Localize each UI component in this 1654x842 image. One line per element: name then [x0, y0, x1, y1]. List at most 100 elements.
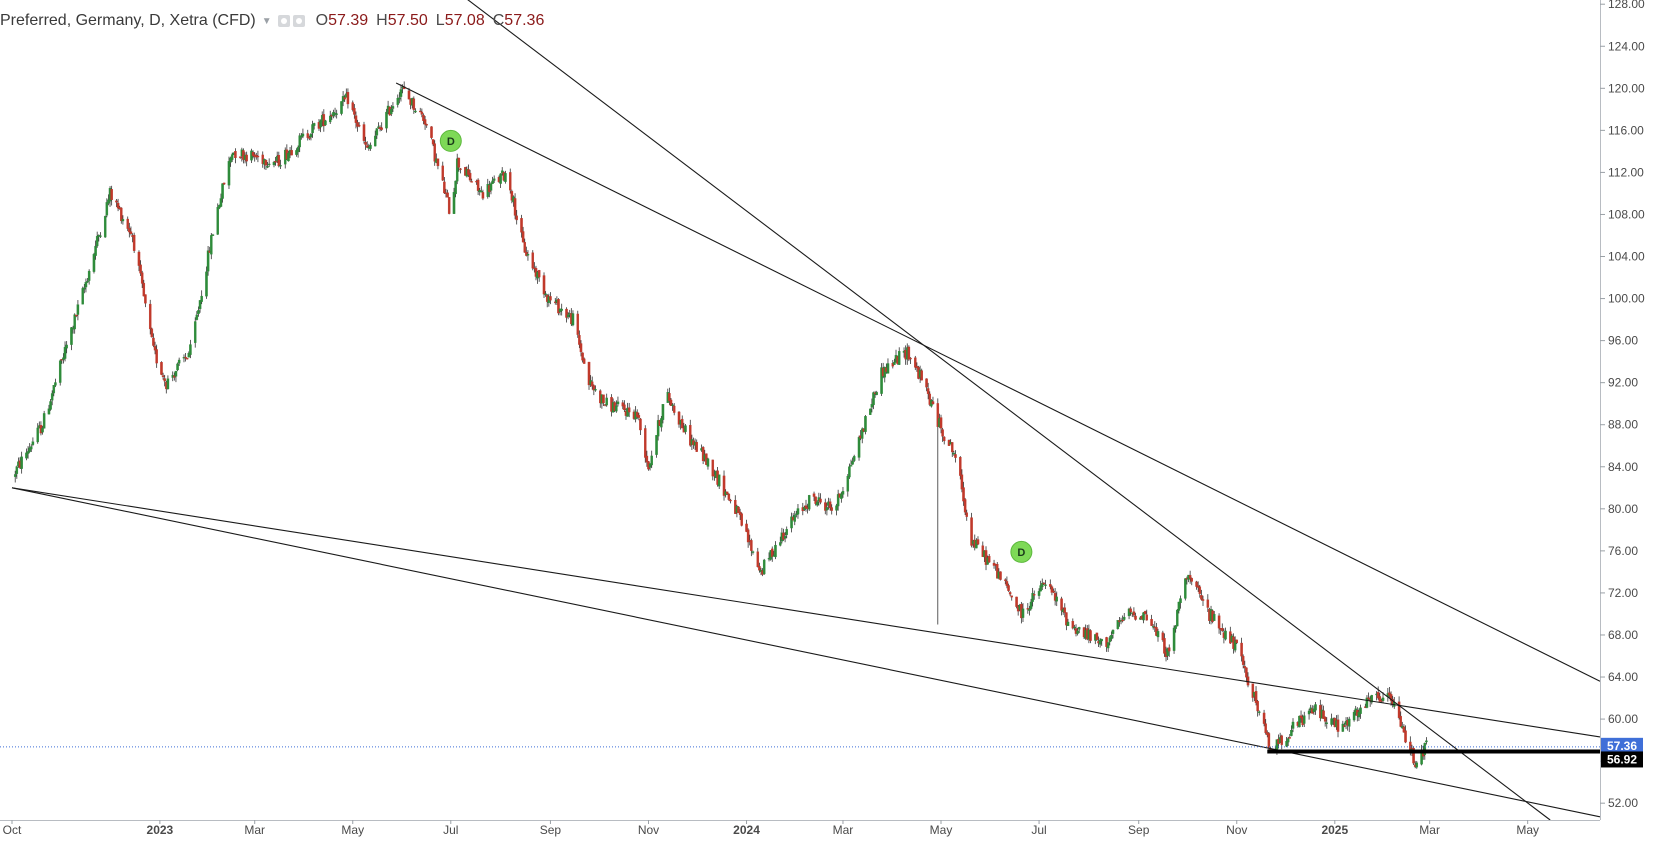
- candle-body: [621, 402, 625, 407]
- candle: [869, 408, 872, 415]
- x-tick-label: 2025: [1321, 823, 1348, 837]
- candle: [161, 372, 165, 380]
- candle: [1243, 660, 1247, 673]
- candle: [210, 232, 213, 260]
- candle: [1077, 626, 1081, 634]
- candle: [206, 246, 210, 276]
- candle: [1166, 647, 1169, 661]
- candle: [1156, 628, 1160, 642]
- candle: [1041, 578, 1044, 591]
- candle: [454, 180, 457, 198]
- candle: [864, 415, 867, 435]
- candle: [211, 233, 215, 236]
- high-value: 57.50: [387, 12, 428, 29]
- candle: [50, 390, 54, 406]
- candle-body: [942, 436, 946, 442]
- candle-body: [770, 548, 774, 557]
- candle: [1286, 736, 1290, 747]
- candle: [870, 398, 874, 413]
- candle-body: [915, 366, 919, 369]
- candle-body: [205, 271, 208, 297]
- candle: [513, 193, 517, 220]
- candle-body: [1240, 642, 1243, 657]
- candle: [26, 446, 30, 459]
- candle-body: [914, 357, 917, 368]
- candle-body: [1044, 584, 1047, 586]
- candle: [848, 463, 851, 479]
- candle: [695, 439, 698, 452]
- candle: [672, 403, 676, 416]
- candle-body: [92, 254, 96, 272]
- candle: [590, 376, 594, 390]
- candle: [221, 183, 224, 203]
- candle-body: [616, 401, 620, 405]
- candle-body: [1365, 697, 1369, 708]
- candle: [581, 352, 584, 363]
- candle-body: [234, 151, 237, 159]
- trendline-2: [467, 0, 1551, 821]
- candle: [390, 104, 393, 117]
- candle: [351, 100, 354, 112]
- candle: [20, 451, 23, 474]
- candle: [1245, 667, 1248, 683]
- candle: [58, 359, 62, 386]
- candle-body: [476, 179, 480, 191]
- candle-body: [857, 437, 861, 458]
- candle: [319, 119, 322, 133]
- candle: [369, 142, 372, 151]
- candle-body: [841, 491, 845, 495]
- candle-body: [84, 282, 88, 288]
- candle-body: [655, 435, 658, 455]
- candle-body: [1348, 718, 1351, 727]
- candle: [144, 294, 147, 308]
- candle: [155, 344, 158, 368]
- eye-icon[interactable]: [277, 15, 290, 27]
- candle-body: [1021, 608, 1025, 618]
- candle-body: [1007, 585, 1010, 591]
- candle-body: [594, 389, 597, 391]
- candle: [750, 538, 753, 557]
- open-key: O: [315, 12, 329, 29]
- candle: [1190, 577, 1193, 586]
- chevron-down-icon[interactable]: ▼: [261, 15, 272, 27]
- candle: [1336, 714, 1340, 738]
- candle-body: [1174, 625, 1177, 629]
- candle: [1172, 625, 1176, 654]
- candle: [526, 250, 530, 261]
- candle: [510, 189, 514, 204]
- candle: [875, 390, 878, 396]
- last-price-tag-label: 57.36: [1607, 739, 1637, 753]
- candle-body: [251, 151, 255, 156]
- candle-body: [1111, 629, 1115, 634]
- candle: [457, 157, 461, 172]
- candle-body: [1188, 575, 1192, 579]
- candle-body: [711, 459, 715, 477]
- candle: [852, 454, 856, 463]
- candle-body: [578, 335, 581, 345]
- symbol-title[interactable]: Preferred, Germany, D, Xetra (CFD): [0, 12, 256, 29]
- y-tick-label: 128.00: [1608, 0, 1645, 11]
- candle: [1122, 612, 1126, 621]
- candle: [576, 310, 580, 338]
- candle: [1367, 692, 1370, 701]
- candle: [1044, 579, 1047, 590]
- candle-body: [272, 161, 276, 166]
- settings-icon[interactable]: [292, 15, 305, 27]
- candle-body: [762, 559, 766, 575]
- candle: [365, 141, 369, 148]
- candle: [63, 341, 67, 362]
- candle: [1065, 612, 1068, 631]
- candle: [645, 450, 649, 467]
- candle: [324, 119, 327, 126]
- candle-body: [592, 385, 596, 391]
- candle-body: [87, 270, 91, 281]
- candle-body: [738, 511, 742, 515]
- candle-body: [309, 133, 313, 138]
- candle: [1352, 710, 1356, 722]
- candle-body: [47, 408, 51, 415]
- candle-body: [531, 252, 535, 269]
- dividend-marker: D: [1010, 540, 1033, 563]
- candle-body: [245, 154, 248, 162]
